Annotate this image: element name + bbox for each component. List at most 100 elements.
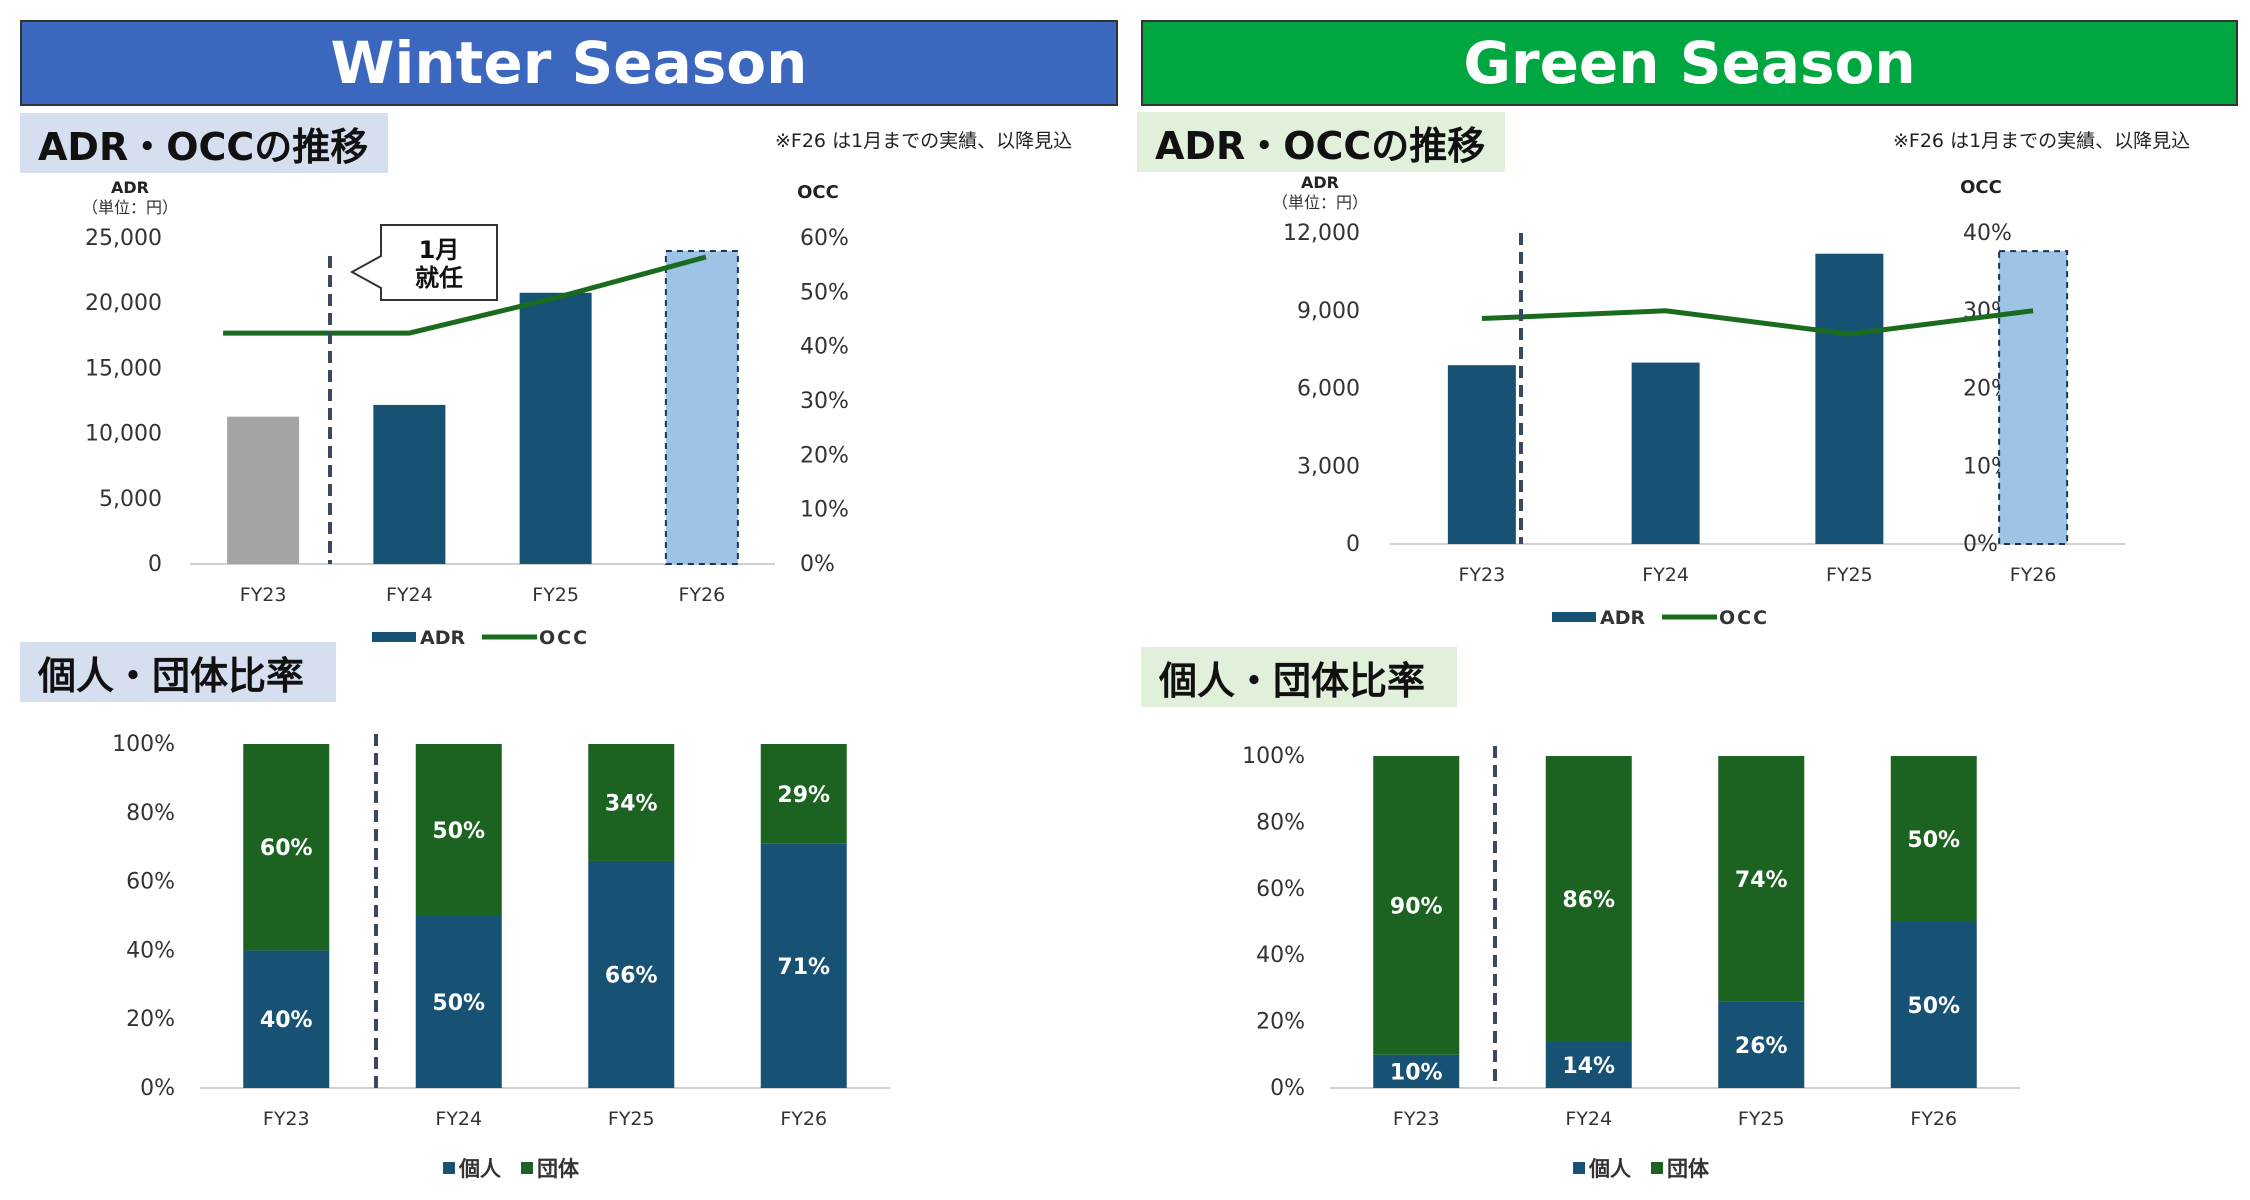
group-bar-segment	[1545, 756, 1632, 1042]
winter-ratio-chart: 0% 20% 40% 60% 80% 100% 40% 60% FY23 50% 50% FY24 66…	[112, 732, 890, 1181]
y-tick-label: 20%	[1256, 1010, 1305, 1035]
adr-bar	[1998, 250, 2069, 546]
individual-bar-segment	[588, 860, 675, 1088]
individual-bar-segment	[1545, 1041, 1632, 1088]
group-data-label: 50%	[1907, 828, 1960, 853]
x-category-label: FY23	[263, 1108, 310, 1130]
group-bar-segment	[1718, 756, 1805, 1002]
y-tick-label: 80%	[1256, 810, 1305, 835]
adr-bar	[664, 250, 739, 565]
y-left-tick-label: 6,000	[1297, 377, 1360, 402]
legend-individual-label: 個人	[458, 1157, 501, 1181]
adr-bar	[519, 292, 592, 564]
group-data-label: 74%	[1735, 868, 1788, 893]
legend-group-swatch	[521, 1162, 533, 1174]
y-left-tick-label: 10,000	[85, 422, 162, 447]
y-left-tick-label: 0	[148, 552, 162, 577]
green-adr-occ-chart: 03,0006,0009,00012,0000%10%20%30%40%ADR（…	[1272, 173, 2125, 629]
x-category-label: FY24	[1642, 564, 1689, 586]
y-left-tick-label: 0	[1346, 532, 1360, 557]
winter-forecast-note: ※F26 は1月までの実績、以降見込	[775, 130, 1073, 152]
individual-data-label: 50%	[1907, 994, 1960, 1019]
group-data-label: 34%	[605, 791, 658, 816]
x-category-label: FY26	[780, 1108, 827, 1130]
legend-adr-label: ADR	[420, 627, 465, 649]
individual-data-label: 50%	[432, 991, 485, 1016]
individual-bar-segment	[1718, 1001, 1805, 1088]
x-category-label: FY25	[532, 584, 579, 606]
legend-group-swatch	[1651, 1162, 1663, 1174]
individual-bar-segment	[415, 916, 502, 1088]
y-tick-label: 40%	[126, 938, 175, 963]
green-season-banner: Green Season	[1141, 20, 2238, 106]
y-right-axis-title: OCC	[797, 182, 839, 203]
y-left-tick-label: 20,000	[85, 291, 162, 316]
green-forecast-note: ※F26 は1月までの実績、以降見込	[1893, 130, 2191, 152]
legend-group-label: 団体	[1667, 1157, 1710, 1181]
group-data-label: 90%	[1390, 894, 1443, 919]
individual-bar-segment	[760, 843, 847, 1088]
winter-adr-occ-title: ADR・OCCの推移	[20, 113, 388, 173]
y-right-tick-label: 30%	[800, 389, 849, 414]
individual-bar-segment	[1890, 922, 1977, 1088]
green-ratio-chart: 0% 20% 40% 60% 80% 100% 10% 90% FY23 14% 86% FY24 26…	[1242, 744, 2020, 1181]
y-left-tick-label: 9,000	[1297, 299, 1360, 324]
green-adr-occ-title: ADR・OCCの推移	[1137, 112, 1505, 172]
x-category-label: FY24	[1565, 1108, 1612, 1130]
y-tick-label: 60%	[126, 870, 175, 895]
winter-adr-occ-chart: 0 5,000 10,000 15,000 20,000 25,000 0% 10% 20% 30…	[82, 178, 849, 649]
group-bar-segment	[1890, 756, 1977, 922]
y-left-tick-label: 5,000	[99, 487, 162, 512]
y-left-tick-label: 25,000	[85, 226, 162, 251]
legend-adr-swatch	[372, 632, 416, 642]
legend-adr-swatch	[1552, 612, 1596, 622]
legend-individual-label: 個人	[1588, 1157, 1631, 1181]
y-right-tick-label: 60%	[800, 226, 849, 251]
adr-bar	[1631, 362, 1700, 544]
legend-occ-label: OCC	[1719, 607, 1769, 629]
y-tick-label: 0%	[1270, 1076, 1305, 1101]
group-data-label: 29%	[777, 783, 830, 808]
individual-data-label: 26%	[1735, 1034, 1788, 1059]
legend-occ-label: OCC	[539, 627, 589, 649]
occ-line	[1481, 308, 2034, 337]
y-left-tick-label: 12,000	[1283, 221, 1360, 246]
appointment-callout-box	[349, 224, 498, 301]
y-left-axis-title: ADR	[111, 178, 149, 197]
x-category-label: FY26	[2010, 564, 2057, 586]
legend-individual-swatch	[1573, 1162, 1585, 1174]
individual-bar-segment	[1373, 1054, 1460, 1088]
y-left-axis-unit: （単位：円）	[1272, 193, 1368, 212]
occ-line	[223, 254, 707, 336]
group-data-label: 50%	[432, 819, 485, 844]
y-right-tick-label: 0%	[1963, 532, 1998, 557]
y-tick-label: 40%	[1256, 943, 1305, 968]
adr-bar	[373, 404, 446, 564]
adr-bar	[1815, 253, 1884, 544]
x-category-label: FY25	[1738, 1108, 1785, 1130]
y-right-tick-label: 40%	[800, 335, 849, 360]
callout-text-line1: 1月	[419, 236, 460, 264]
x-category-label: FY26	[679, 584, 726, 606]
x-category-label: FY23	[240, 584, 287, 606]
legend-group-label: 団体	[537, 1157, 580, 1181]
x-category-label: FY23	[1393, 1108, 1440, 1130]
group-bar-segment	[1373, 756, 1460, 1055]
y-right-tick-label: 0%	[800, 552, 835, 577]
y-right-tick-label: 10%	[800, 498, 849, 523]
x-category-label: FY25	[608, 1108, 655, 1130]
individual-data-label: 14%	[1562, 1054, 1615, 1079]
y-right-axis-title: OCC	[1960, 177, 2002, 198]
winter-season-banner: Winter Season	[20, 20, 1118, 106]
group-data-label: 86%	[1562, 888, 1615, 913]
callout-text-line2: 就任	[415, 264, 463, 292]
individual-data-label: 66%	[605, 963, 658, 988]
winter-ratio-title: 個人・団体比率	[20, 642, 336, 702]
individual-data-label: 40%	[260, 1008, 313, 1033]
y-right-tick-label: 50%	[800, 280, 849, 305]
x-category-label: FY26	[1910, 1108, 1957, 1130]
x-category-label: FY24	[435, 1108, 482, 1130]
y-left-axis-unit: （単位：円）	[82, 198, 178, 217]
y-tick-label: 80%	[126, 801, 175, 826]
group-bar-segment	[243, 744, 330, 951]
